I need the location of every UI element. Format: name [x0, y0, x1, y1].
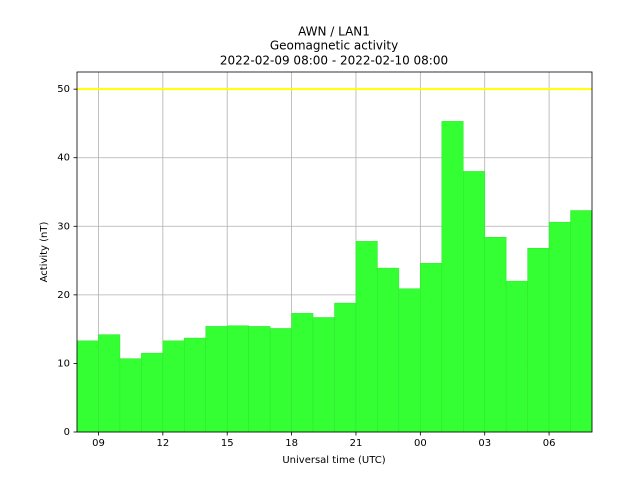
bar — [463, 171, 485, 433]
bar — [548, 221, 571, 433]
x-axis-label: Universal time (UTC) — [282, 455, 385, 466]
bar — [76, 340, 99, 433]
bar — [205, 326, 228, 433]
plot-frame — [76, 71, 593, 433]
x-tick-label: 12 — [156, 438, 169, 449]
bar — [377, 267, 400, 433]
bar — [269, 328, 292, 433]
bar — [505, 280, 528, 433]
x-tick-label: 00 — [414, 438, 427, 449]
bar — [527, 247, 550, 433]
bar — [398, 288, 421, 433]
y-tick-label: 40 — [57, 153, 70, 164]
x-tick-label: 03 — [478, 438, 491, 449]
bar — [98, 334, 121, 433]
bar — [248, 326, 271, 433]
x-tick-label: 21 — [350, 438, 363, 449]
y-tick-label: 10 — [57, 358, 70, 369]
bar — [141, 352, 164, 433]
bar — [291, 313, 314, 433]
y-tick-label: 20 — [57, 290, 70, 301]
bar — [226, 325, 249, 433]
chart-subtitle: 2022-02-09 08:00 - 2022-02-10 08:00 — [220, 54, 448, 68]
bar — [570, 210, 593, 433]
bar — [334, 302, 357, 433]
y-axis-label: Activity (nT) — [39, 221, 50, 282]
x-tick-label: 06 — [543, 438, 556, 449]
bar — [355, 241, 378, 433]
bar — [119, 358, 142, 433]
chart-subtitle: Geomagnetic activity — [270, 39, 398, 53]
bar — [484, 237, 507, 433]
y-tick-label: 50 — [57, 84, 70, 95]
chart-title: AWN / LAN1 — [298, 25, 370, 39]
x-tick-label: 09 — [92, 438, 105, 449]
bar — [184, 337, 207, 433]
bar — [441, 121, 464, 433]
y-tick-label: 30 — [57, 221, 70, 232]
bar — [162, 340, 185, 433]
x-tick-label: 18 — [285, 438, 298, 449]
y-tick-label: 0 — [64, 427, 70, 438]
bar — [312, 317, 335, 433]
x-tick-label: 15 — [221, 438, 234, 449]
bar — [420, 263, 443, 433]
